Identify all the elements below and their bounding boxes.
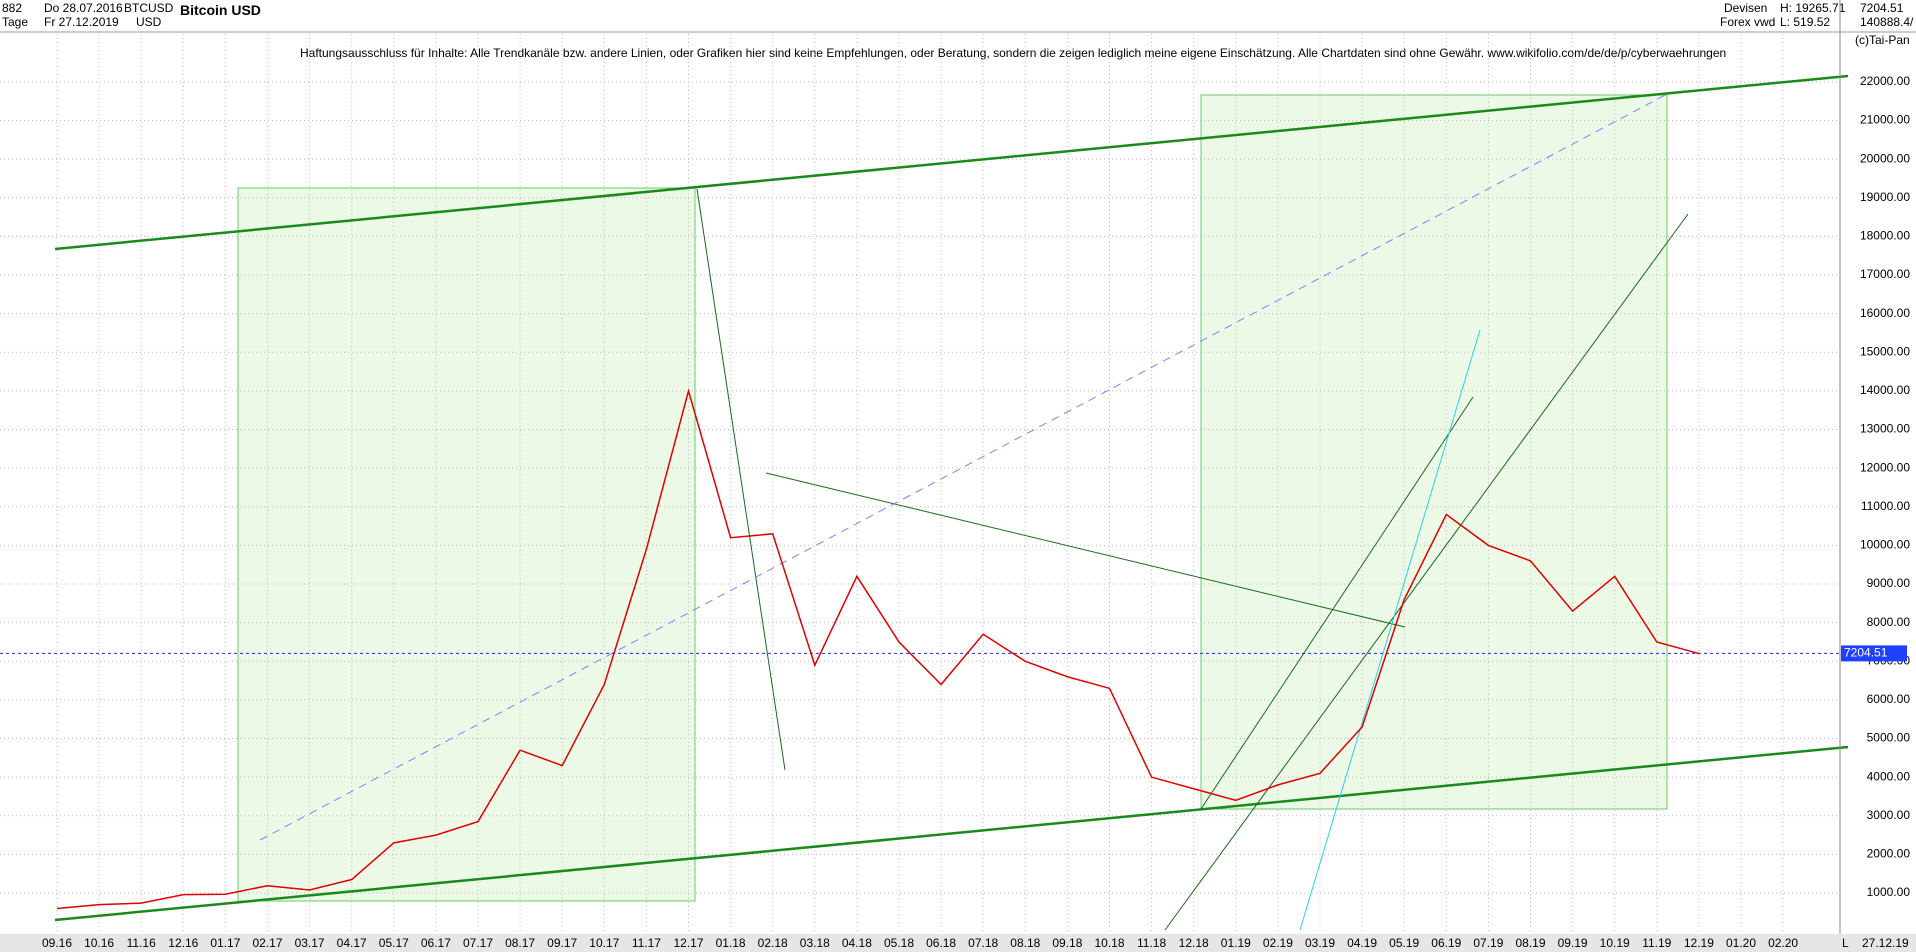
x-tick-label: 03.18: [800, 936, 830, 950]
x-tick-label: 08.18: [1010, 936, 1040, 950]
x-tick-label: 02.17: [252, 936, 282, 950]
y-tick-label: 3000.00: [1867, 808, 1911, 822]
to-date: Fr 27.12.2019: [44, 15, 119, 29]
x-tick-label: 08.17: [505, 936, 535, 950]
y-tick-label: 13000.00: [1860, 422, 1910, 436]
y-tick-label: 18000.00: [1860, 229, 1910, 243]
period[interactable]: Tage: [2, 15, 29, 29]
x-tick-label: 11.18: [1137, 936, 1166, 950]
volume: 140888.4/: [1860, 15, 1914, 29]
x-tick-label: 12.19: [1684, 936, 1714, 950]
x-tick-label: 07.18: [968, 936, 998, 950]
from-date: Do 28.07.2016: [44, 1, 123, 15]
x-tick-label: 04.18: [842, 936, 872, 950]
box-zone: [1200, 94, 1668, 810]
chart-id[interactable]: 882: [2, 1, 23, 15]
x-tick-label: 01.20: [1726, 936, 1756, 950]
trend-line: [1200, 396, 1474, 810]
y-tick-label: 12000.00: [1860, 460, 1910, 474]
y-tick-label: 8000.00: [1867, 615, 1911, 629]
x-tick-label: 09.19: [1558, 936, 1588, 950]
x-tick-label: 09.16: [42, 936, 72, 950]
scale-mark: L: [1842, 936, 1849, 950]
x-tick-label: 05.19: [1389, 936, 1419, 950]
currency: USD: [136, 15, 162, 29]
x-tick-label: 08.19: [1515, 936, 1545, 950]
x-tick-label: 10.18: [1094, 936, 1124, 950]
x-tick-label: 09.18: [1052, 936, 1082, 950]
x-tick-label: 11.16: [127, 936, 156, 950]
x-tick-label: 03.19: [1305, 936, 1335, 950]
y-tick-label: 16000.00: [1860, 306, 1910, 320]
x-tick-label: 06.18: [926, 936, 956, 950]
x-tick-label: 11.17: [632, 936, 661, 950]
x-tick-label: 12.17: [673, 936, 703, 950]
x-axis-strip: [0, 934, 1916, 952]
trend-line: [696, 188, 786, 771]
x-tick-label: 09.17: [547, 936, 577, 950]
y-tick-label: 19000.00: [1860, 190, 1910, 204]
y-tick-label: 17000.00: [1860, 267, 1910, 281]
trend-line: [1164, 213, 1689, 931]
x-tick-label: 04.17: [337, 936, 367, 950]
copyright: (c)Tai-Pan: [1855, 33, 1910, 47]
y-tick-label: 10000.00: [1860, 538, 1910, 552]
low: L: 519.52: [1780, 15, 1831, 29]
title: Bitcoin USD: [180, 2, 261, 18]
y-tick-label: 21000.00: [1860, 113, 1910, 127]
x-tick-label: 02.18: [758, 936, 788, 950]
x-tick-label: 02.19: [1263, 936, 1293, 950]
trend-line: [765, 472, 1406, 628]
grid-layer: [0, 34, 1840, 934]
x-tick-label: 01.17: [210, 936, 240, 950]
price-line: [56, 388, 1700, 910]
y-tick-label: 4000.00: [1867, 769, 1911, 783]
high: H: 19265.71: [1780, 1, 1846, 15]
x-tick-label: 04.19: [1347, 936, 1377, 950]
x-tick-label: 05.18: [884, 936, 914, 950]
y-tick-label: 22000.00: [1860, 74, 1910, 88]
y-tick-label: 15000.00: [1860, 344, 1910, 358]
y-tick-label: 1000.00: [1867, 885, 1911, 899]
box-zone: [237, 187, 696, 902]
x-tick-label: 03.17: [295, 936, 325, 950]
y-tick-label: 5000.00: [1867, 731, 1911, 745]
x-tick-label: 07.19: [1473, 936, 1503, 950]
y-tick-label: 9000.00: [1867, 576, 1911, 590]
disclaimer: Haftungsausschluss für Inhalte: Alle Tre…: [300, 46, 1727, 60]
x-tick-label: 12.16: [168, 936, 198, 950]
x-tick-label: 10.19: [1600, 936, 1630, 950]
x-tick-label: 10.16: [84, 936, 114, 950]
last-price-box: [1841, 645, 1907, 662]
last-price: 7204.51: [1860, 1, 1904, 15]
trend-channel: [54, 74, 1849, 251]
x-tick-label: 11.19: [1642, 936, 1671, 950]
y-tick-label: 6000.00: [1867, 692, 1911, 706]
y-tick-label: 20000.00: [1860, 151, 1910, 165]
last-price-label: 7204.51: [1844, 646, 1888, 660]
market: Devisen: [1724, 1, 1768, 15]
y-tick-label: 14000.00: [1860, 383, 1910, 397]
x-tick-label: 06.17: [421, 936, 451, 950]
trend-channel: [54, 745, 1849, 922]
x-tick-label: 12.18: [1179, 936, 1209, 950]
x-tick-label: 01.19: [1221, 936, 1251, 950]
symbol: BTCUSD: [124, 1, 174, 15]
x-tick-label: 01.18: [716, 936, 746, 950]
source: Forex vwd: [1720, 15, 1776, 29]
end-date: 27.12.19: [1862, 936, 1909, 950]
y-tick-label: 2000.00: [1867, 847, 1911, 861]
x-tick-label: 07.17: [463, 936, 493, 950]
x-tick-label: 05.17: [379, 936, 409, 950]
x-tick-label: 02.20: [1768, 936, 1798, 950]
y-tick-label: 11000.00: [1861, 499, 1910, 513]
trend-line: [1299, 329, 1481, 931]
x-tick-label: 06.19: [1431, 936, 1461, 950]
x-tick-label: 10.17: [589, 936, 619, 950]
